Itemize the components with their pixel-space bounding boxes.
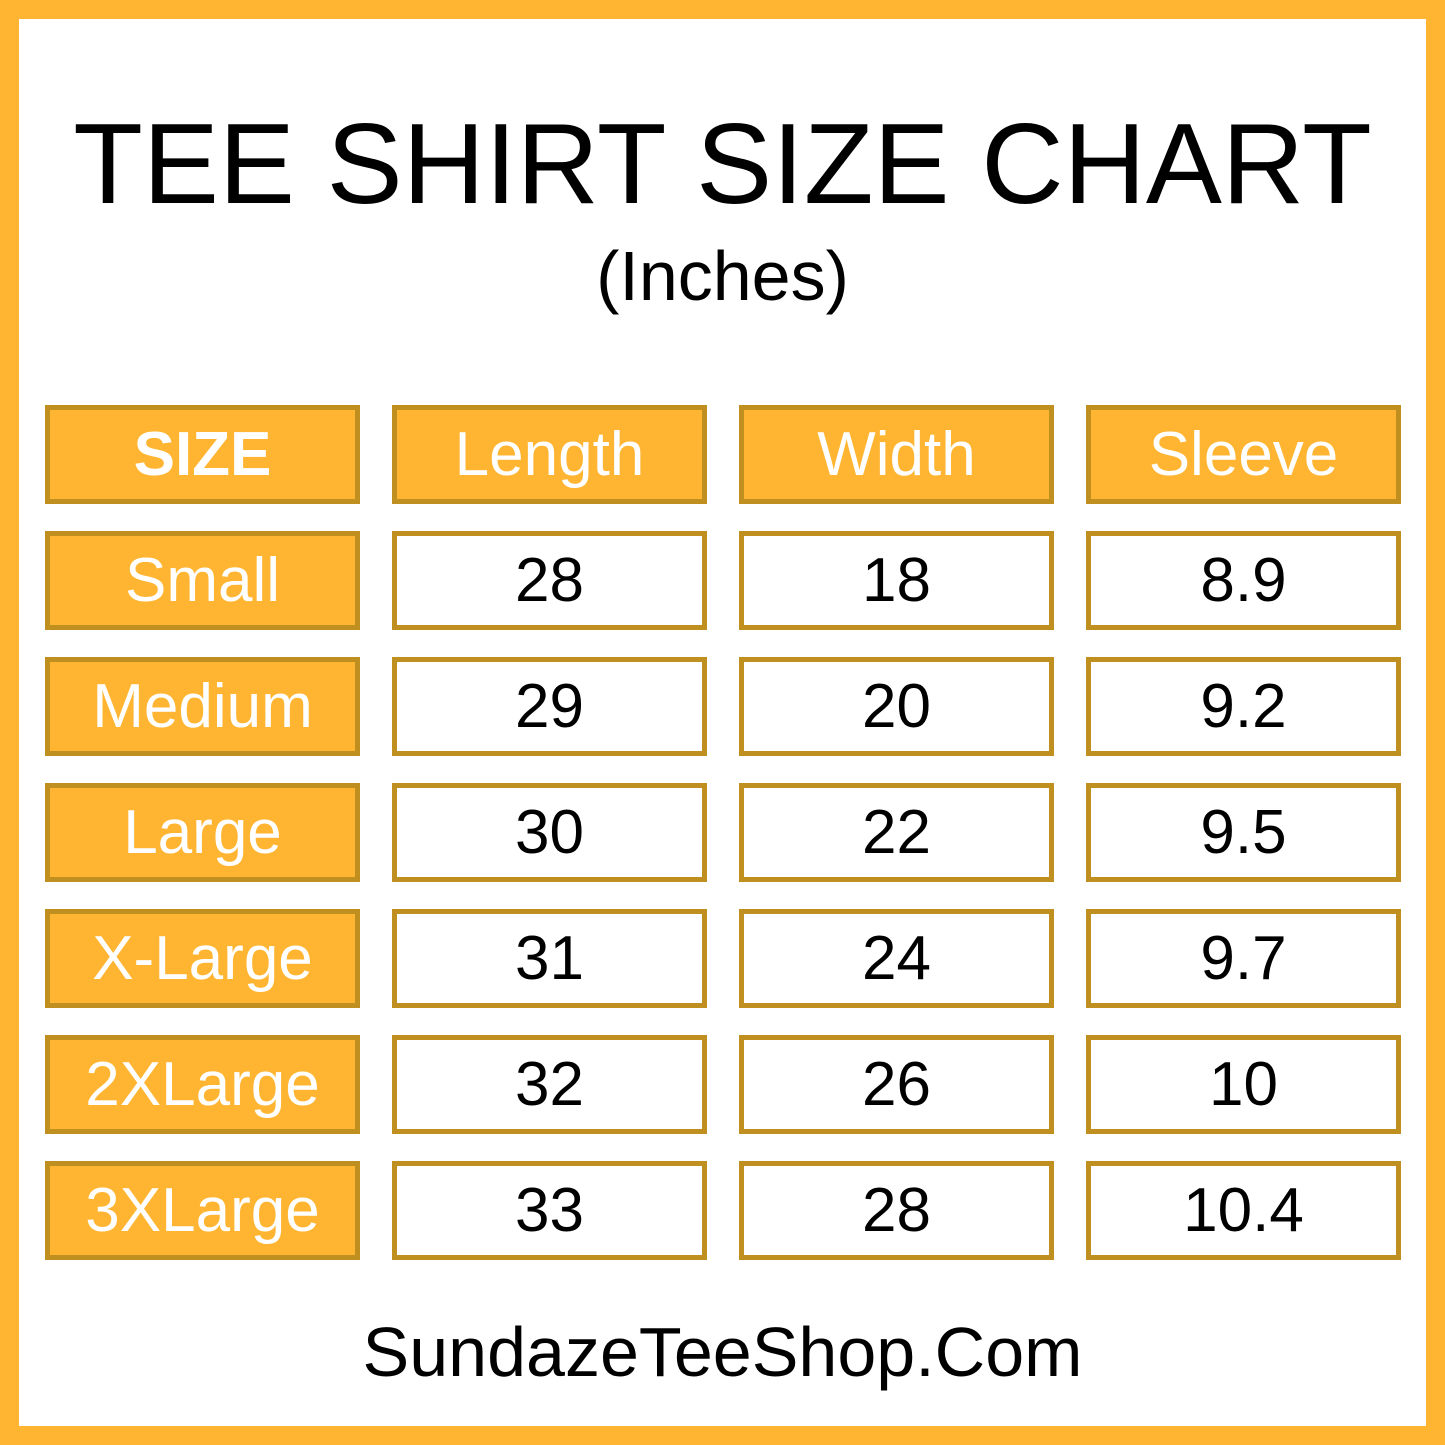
header-size: SIZE bbox=[45, 405, 360, 504]
cell-sleeve: 10.4 bbox=[1086, 1161, 1401, 1260]
page-title: TEE SHIRT SIZE CHART bbox=[73, 101, 1372, 228]
cell-width: 20 bbox=[739, 657, 1054, 756]
cell-width: 28 bbox=[739, 1161, 1054, 1260]
cell-length: 33 bbox=[392, 1161, 707, 1260]
cell-sleeve: 10 bbox=[1086, 1035, 1401, 1134]
cell-width: 18 bbox=[739, 531, 1054, 630]
header-sleeve: Sleeve bbox=[1086, 405, 1401, 504]
cell-size: Large bbox=[45, 783, 360, 882]
cell-width: 22 bbox=[739, 783, 1054, 882]
header-width: Width bbox=[739, 405, 1054, 504]
cell-length: 31 bbox=[392, 909, 707, 1008]
cell-size: 2XLarge bbox=[45, 1035, 360, 1134]
cell-width: 26 bbox=[739, 1035, 1054, 1134]
cell-sleeve: 8.9 bbox=[1086, 531, 1401, 630]
size-table: SIZE Length Width Sleeve Small 28 18 8.9 Med… bbox=[45, 405, 1401, 1260]
cell-length: 29 bbox=[392, 657, 707, 756]
units-subtitle: (Inches) bbox=[596, 237, 849, 315]
cell-length: 30 bbox=[392, 783, 707, 882]
cell-sleeve: 9.7 bbox=[1086, 909, 1401, 1008]
cell-width: 24 bbox=[739, 909, 1054, 1008]
cell-size: Medium bbox=[45, 657, 360, 756]
cell-length: 32 bbox=[392, 1035, 707, 1134]
cell-size: 3XLarge bbox=[45, 1161, 360, 1260]
cell-sleeve: 9.5 bbox=[1086, 783, 1401, 882]
cell-length: 28 bbox=[392, 531, 707, 630]
cell-size: Small bbox=[45, 531, 360, 630]
cell-sleeve: 9.2 bbox=[1086, 657, 1401, 756]
header-length: Length bbox=[392, 405, 707, 504]
shop-url: SundazeTeeShop.Com bbox=[362, 1313, 1083, 1391]
cell-size: X-Large bbox=[45, 909, 360, 1008]
